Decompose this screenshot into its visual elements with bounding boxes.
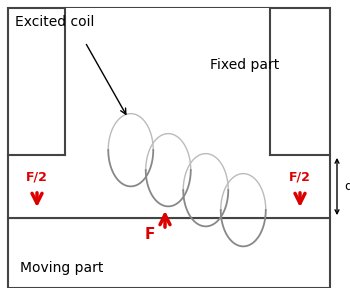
Bar: [8, 218, 330, 288]
Text: Fixed part: Fixed part: [210, 58, 279, 72]
Text: Moving part: Moving part: [20, 261, 103, 275]
Text: d: d: [344, 179, 350, 192]
Text: F/2: F/2: [26, 171, 48, 184]
Text: Excited coil: Excited coil: [15, 15, 95, 29]
Bar: [65, 8, 270, 155]
Text: F/2: F/2: [289, 171, 311, 184]
Bar: [8, 8, 330, 218]
Text: F: F: [145, 227, 155, 242]
